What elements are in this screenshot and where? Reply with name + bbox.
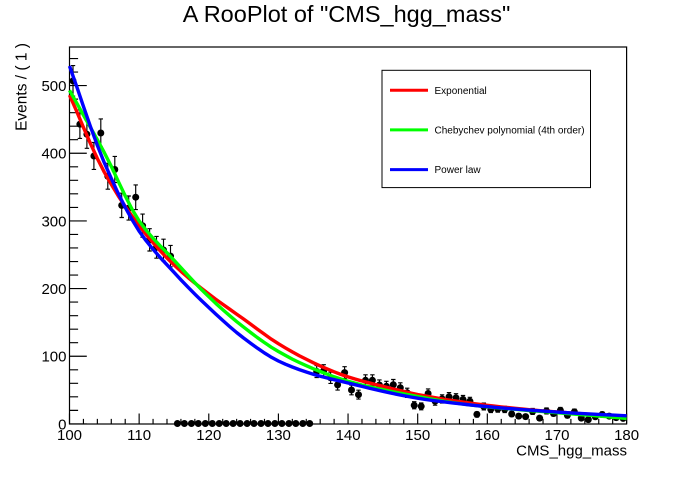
svg-text:Exponential: Exponential	[435, 86, 487, 97]
svg-text:Power law: Power law	[435, 165, 482, 176]
svg-text:160: 160	[475, 427, 500, 444]
svg-text:100: 100	[57, 427, 82, 444]
svg-text:500: 500	[41, 78, 66, 95]
svg-text:300: 300	[41, 213, 66, 230]
svg-text:Chebychev polynomial (4th orde: Chebychev polynomial (4th order)	[435, 126, 585, 137]
svg-text:Events / ( 1 ): Events / ( 1 )	[13, 43, 30, 131]
svg-text:150: 150	[405, 427, 430, 444]
svg-text:110: 110	[127, 427, 151, 444]
svg-text:A RooPlot of "CMS_hgg_mass": A RooPlot of "CMS_hgg_mass"	[183, 1, 511, 27]
svg-text:400: 400	[41, 146, 66, 163]
svg-text:CMS_hgg_mass: CMS_hgg_mass	[516, 443, 627, 460]
svg-text:100: 100	[41, 349, 66, 366]
svg-text:120: 120	[196, 427, 221, 444]
svg-text:200: 200	[41, 281, 66, 298]
svg-text:140: 140	[336, 427, 361, 444]
svg-text:180: 180	[614, 427, 639, 444]
svg-text:130: 130	[266, 427, 291, 444]
svg-text:170: 170	[544, 427, 569, 444]
svg-text:0: 0	[58, 416, 66, 433]
